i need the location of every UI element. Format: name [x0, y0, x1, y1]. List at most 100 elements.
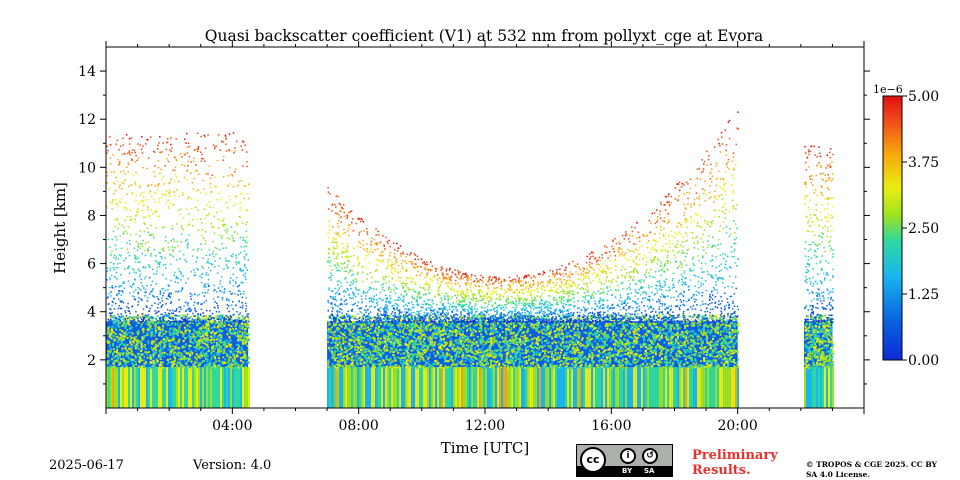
signal-speckle [345, 365, 348, 368]
signal-speckle [612, 353, 615, 356]
signal-speckle [148, 325, 151, 328]
signal-speckle [557, 341, 560, 344]
signal-speckle [202, 334, 205, 337]
noise-pixel [217, 317, 220, 320]
ground-stripe [130, 367, 132, 408]
noise-pixel [199, 151, 202, 153]
noise-pixel [161, 226, 164, 229]
signal-speckle [699, 319, 702, 322]
ground-stripe [579, 367, 582, 408]
signal-speckle [450, 344, 453, 347]
signal-speckle [114, 355, 117, 358]
ground-stripe [469, 367, 472, 408]
noise-pixel [109, 318, 112, 320]
noise-pixel [110, 312, 112, 315]
signal-speckle [602, 360, 605, 363]
noise-pixel [182, 194, 184, 196]
noise-pixel [183, 153, 186, 156]
noise-pixel [172, 312, 175, 315]
noise-pixel [118, 254, 121, 256]
noise-pixel [197, 145, 200, 148]
signal-speckle [229, 356, 232, 359]
noise-pixel [176, 259, 178, 261]
signal-speckle [382, 335, 385, 338]
noise-pixel [127, 309, 130, 312]
signal-speckle [686, 350, 689, 353]
signal-speckle [392, 346, 395, 349]
signal-speckle [717, 321, 720, 324]
noise-pixel [133, 271, 136, 273]
signal-speckle [535, 350, 538, 353]
signal-speckle [169, 333, 172, 336]
signal-speckle [650, 351, 653, 354]
signal-speckle [194, 362, 197, 365]
noise-pixel [238, 260, 240, 263]
signal-speckle [609, 360, 612, 363]
noise-pixel [227, 149, 230, 151]
signal-speckle [527, 340, 530, 343]
signal-speckle [171, 345, 174, 348]
noise-pixel [221, 299, 224, 301]
signal-speckle [708, 355, 711, 358]
signal-speckle [230, 332, 233, 335]
signal-speckle [146, 323, 149, 326]
signal-speckle [238, 316, 241, 319]
noise-pixel [144, 266, 147, 269]
noise-pixel [230, 255, 232, 257]
signal-speckle [405, 365, 408, 368]
signal-speckle [714, 347, 717, 350]
signal-speckle [574, 343, 577, 346]
signal-speckle [559, 343, 562, 346]
signal-speckle [216, 353, 219, 356]
noise-pixel [190, 207, 193, 210]
noise-pixel [203, 295, 206, 297]
noise-pixel [219, 149, 222, 152]
noise-pixel [167, 246, 169, 248]
signal-speckle [234, 334, 237, 337]
signal-speckle [368, 316, 371, 319]
noise-pixel [114, 276, 116, 278]
signal-speckle [148, 355, 151, 358]
signal-speckle [492, 338, 495, 341]
noise-pixel [175, 309, 178, 312]
noise-pixel [119, 307, 122, 310]
signal-speckle [407, 345, 410, 348]
noise-pixel [109, 276, 111, 279]
noise-pixel [148, 264, 150, 266]
signal-speckle [150, 333, 153, 336]
noise-pixel [118, 162, 121, 165]
ground-stripe [549, 367, 552, 408]
signal-speckle [182, 346, 185, 349]
signal-speckle [200, 355, 203, 358]
signal-speckle [486, 360, 489, 363]
signal-speckle [198, 356, 201, 359]
ground-stripe [148, 367, 150, 408]
noise-pixel [108, 188, 111, 190]
signal-speckle [681, 352, 684, 355]
noise-pixel [239, 320, 241, 323]
signal-speckle [231, 358, 234, 361]
noise-pixel [137, 256, 140, 259]
signal-speckle [332, 337, 335, 340]
signal-speckle [200, 353, 203, 356]
signal-speckle [437, 326, 440, 329]
ground-stripe [637, 367, 640, 408]
signal-speckle [108, 333, 111, 336]
noise-pixel [157, 298, 160, 300]
signal-speckle [206, 363, 209, 366]
noise-pixel [186, 247, 189, 249]
signal-speckle [442, 328, 445, 331]
noise-pixel [107, 303, 110, 306]
noise-pixel [113, 256, 115, 259]
signal-speckle [334, 335, 337, 338]
noise-pixel [241, 270, 243, 272]
signal-speckle [135, 341, 138, 344]
signal-speckle [194, 330, 197, 333]
signal-speckle [150, 362, 153, 365]
signal-speckle [603, 340, 606, 343]
signal-speckle [215, 314, 218, 317]
noise-pixel [139, 273, 142, 276]
noise-pixel [138, 288, 141, 290]
signal-speckle [644, 333, 647, 336]
signal-speckle [450, 365, 453, 368]
